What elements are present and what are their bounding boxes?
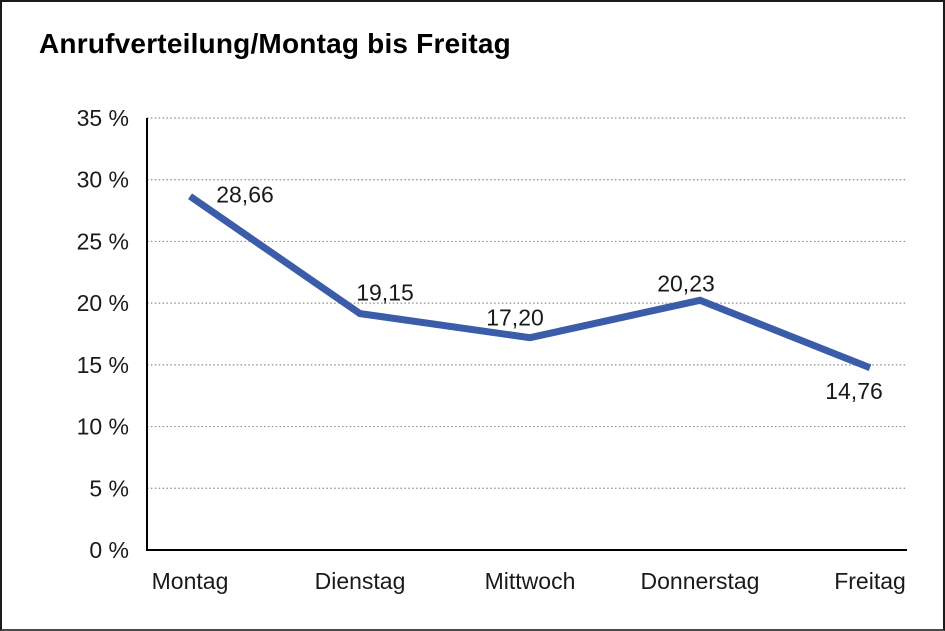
data-label: 20,23 — [657, 270, 715, 296]
y-tick-label: 0 % — [89, 537, 129, 563]
x-tick-label: Montag — [152, 568, 229, 594]
y-tick-label: 30 % — [77, 167, 129, 193]
y-tick-label: 5 % — [89, 475, 129, 501]
x-tick-label: Donnerstag — [641, 568, 760, 594]
y-tick-label: 35 % — [77, 105, 129, 131]
y-tick-label: 20 % — [77, 290, 129, 316]
y-tick-label: 10 % — [77, 414, 129, 440]
data-label: 17,20 — [486, 305, 544, 331]
x-tick-label: Mittwoch — [485, 568, 576, 594]
y-tick-label: 25 % — [77, 228, 129, 254]
chart-title: Anrufverteilung/Montag bis Freitag — [39, 28, 511, 59]
x-tick-label: Dienstag — [315, 568, 406, 594]
series-line — [188, 193, 872, 372]
data-label: 19,15 — [356, 280, 414, 306]
x-tick-label: Freitag — [834, 568, 906, 594]
y-tick-label: 15 % — [77, 352, 129, 378]
data-label: 28,66 — [216, 181, 274, 207]
data-label: 14,76 — [825, 378, 883, 404]
